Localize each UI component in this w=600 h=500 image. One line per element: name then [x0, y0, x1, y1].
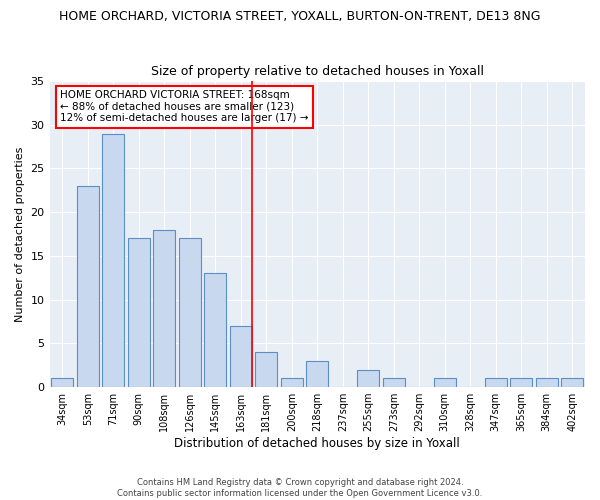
Bar [383, 378, 404, 387]
X-axis label: Distribution of detached houses by size in Yoxall: Distribution of detached houses by size … [175, 437, 460, 450]
Text: Contains HM Land Registry data © Crown copyright and database right 2024.
Contai: Contains HM Land Registry data © Crown c… [118, 478, 482, 498]
Bar [256, 352, 277, 387]
Title: Size of property relative to detached houses in Yoxall: Size of property relative to detached ho… [151, 66, 484, 78]
Bar [103, 134, 124, 387]
Bar [281, 378, 302, 387]
Bar [52, 378, 73, 387]
Bar [536, 378, 557, 387]
Bar [511, 378, 532, 387]
Bar [230, 326, 251, 387]
Bar [358, 370, 379, 387]
Bar [205, 274, 226, 387]
Text: HOME ORCHARD, VICTORIA STREET, YOXALL, BURTON-ON-TRENT, DE13 8NG: HOME ORCHARD, VICTORIA STREET, YOXALL, B… [59, 10, 541, 23]
Bar [179, 238, 200, 387]
Bar [128, 238, 149, 387]
Bar [562, 378, 583, 387]
Bar [485, 378, 506, 387]
Bar [307, 361, 328, 387]
Bar [154, 230, 175, 387]
Bar [77, 186, 98, 387]
Y-axis label: Number of detached properties: Number of detached properties [15, 146, 25, 322]
Text: HOME ORCHARD VICTORIA STREET: 168sqm
← 88% of detached houses are smaller (123)
: HOME ORCHARD VICTORIA STREET: 168sqm ← 8… [60, 90, 309, 124]
Bar [434, 378, 455, 387]
